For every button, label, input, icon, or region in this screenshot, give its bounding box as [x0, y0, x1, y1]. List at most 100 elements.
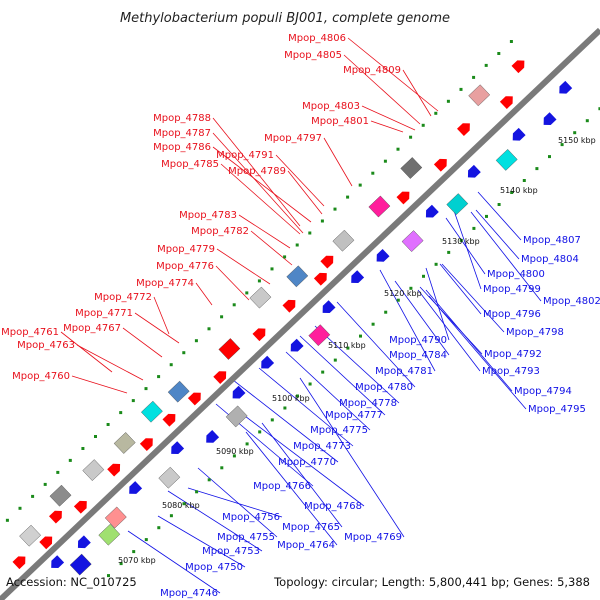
gene-forward-box [249, 286, 272, 309]
tick-dot [245, 291, 249, 295]
gene-reverse-arrow [351, 270, 365, 284]
reverse-gene-label: Mpop_4768 [304, 501, 362, 512]
reverse-connector [285, 351, 371, 431]
forward-gene-label: Mpop_4767 [63, 323, 121, 334]
gene-forward-box [167, 380, 190, 403]
reverse-gene-label: Mpop_4781 [375, 366, 433, 377]
reverse-connector [299, 377, 405, 538]
reverse-gene-label: Mpop_4807 [523, 235, 581, 246]
reverse-gene-label: Mpop_4778 [339, 398, 397, 409]
tick-dot [371, 171, 375, 175]
gene-reverse-arrow [467, 164, 481, 178]
tick-dot [157, 375, 161, 379]
reverse-gene-label: Mpop_4753 [202, 546, 260, 557]
tick-dot [257, 279, 261, 283]
tick-dot [56, 470, 60, 474]
tick-dot [132, 550, 136, 554]
tick-dot [573, 131, 577, 135]
tick-dot [585, 119, 589, 123]
reverse-connector [336, 301, 416, 388]
tick-dot [5, 518, 9, 522]
scale-label: 5130 kbp [442, 237, 480, 246]
reverse-connector [240, 412, 365, 507]
reverse-gene-label: Mpop_4802 [543, 296, 600, 307]
forward-connector [134, 312, 180, 344]
forward-connector [220, 163, 301, 235]
gene-reverse-arrow [261, 355, 275, 369]
forward-connector [370, 120, 404, 133]
gene-forward-box [140, 400, 163, 423]
gene-forward-box [468, 84, 491, 107]
tick-dot [321, 370, 325, 374]
tick-dot [409, 286, 413, 290]
gene-reverse-box [308, 324, 331, 347]
gene-forward-arrow [213, 371, 227, 384]
tick-dot [220, 315, 224, 319]
tick-dot [384, 310, 388, 314]
gene-reverse-arrow [512, 127, 526, 141]
tick-dot [245, 442, 249, 446]
forward-gene-label: Mpop_4783 [179, 210, 237, 221]
gene-forward-arrow [282, 299, 296, 313]
tick-dot [232, 454, 236, 458]
tick-dot [296, 394, 299, 398]
tick-dot [270, 418, 274, 422]
tick-dot [333, 358, 337, 362]
reverse-connector [232, 379, 339, 463]
tick-dot [131, 399, 135, 403]
forward-gene-label: Mpop_4803 [302, 101, 360, 112]
tick-dot [358, 183, 362, 187]
tick-dot [182, 502, 186, 506]
gene-forward-box [19, 524, 42, 547]
forward-gene-label: Mpop_4788 [153, 113, 211, 124]
forward-gene-label: Mpop_4797 [264, 133, 322, 144]
reverse-gene-label: Mpop_4784 [389, 350, 447, 361]
forward-connector [347, 37, 439, 112]
scale-label: 5100 kbp [272, 394, 310, 403]
reverse-connector [470, 211, 542, 302]
gene-reverse-box [98, 523, 121, 546]
tick-dot [371, 322, 375, 326]
forward-gene-label: Mpop_4763 [17, 340, 75, 351]
tick-dot [459, 238, 463, 242]
forward-connector [275, 154, 325, 207]
reverse-gene-label: Mpop_4765 [282, 522, 340, 533]
tick-dot [422, 274, 425, 278]
reverse-gene-label: Mpop_4794 [514, 386, 572, 397]
forward-gene-label: Mpop_4776 [156, 261, 214, 272]
forward-connector [71, 375, 128, 394]
tick-dot [509, 40, 513, 43]
reverse-connector [314, 325, 400, 404]
gene-forward-box [332, 229, 355, 252]
reverse-gene-label: Mpop_4756 [222, 512, 280, 523]
scale-label: 5070 kbp [118, 556, 156, 565]
gene-reverse-box [495, 149, 518, 171]
forward-gene-label: Mpop_4801 [311, 116, 369, 127]
gene-forward-arrow [511, 60, 525, 74]
scale-label: 5080 kbp [162, 501, 200, 510]
tick-dot [598, 107, 600, 111]
forward-connector [195, 282, 213, 306]
tick-dot [169, 514, 173, 518]
forward-gene-label: Mpop_4806 [288, 33, 346, 44]
reverse-gene-label: Mpop_4764 [277, 540, 335, 551]
reverse-gene-label: Mpop_4804 [521, 254, 579, 265]
gene-reverse-arrow [543, 112, 557, 126]
tick-dot [81, 447, 85, 450]
tick-dot [106, 423, 110, 426]
tick-dot [107, 574, 110, 578]
reverse-connector [450, 201, 482, 290]
gene-forward-box [82, 459, 105, 481]
forward-connector [402, 69, 432, 117]
forward-gene-label: Mpop_4805 [284, 50, 342, 61]
reverse-gene-label: Mpop_4746 [160, 588, 218, 599]
tick-dot [522, 179, 526, 182]
gene-forward-box [49, 484, 72, 507]
reverse-gene-label: Mpop_4770 [278, 457, 336, 468]
tick-dot [195, 490, 199, 494]
forward-connector [215, 265, 250, 301]
reverse-connector [258, 367, 354, 447]
gene-reverse-arrow [376, 248, 390, 262]
tick-dot [497, 203, 501, 206]
